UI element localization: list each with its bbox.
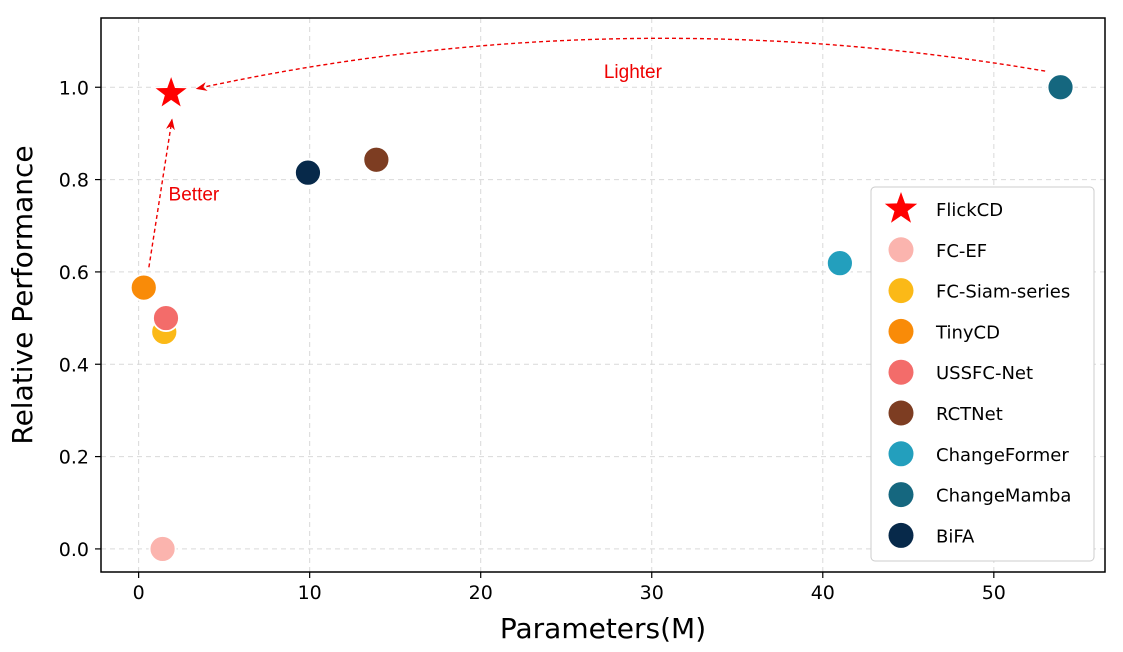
- data-points: [129, 73, 1075, 563]
- annotations: Better Lighter: [148, 37, 1046, 268]
- legend-marker-flickcd: [884, 192, 918, 223]
- legend-label-tinycd: TinyCD: [935, 322, 1000, 343]
- annotation-label-better: Better: [169, 184, 220, 205]
- plot-frame: [100, 17, 1106, 573]
- annotation-arrow-lighter: [195, 37, 1046, 91]
- legend-label-ussfc-net: USSFC-Net: [936, 363, 1033, 384]
- legend-label-flickcd: FlickCD: [936, 200, 1003, 221]
- x-tick-label: 50: [982, 582, 1006, 604]
- data-point-rctnet: [362, 145, 391, 174]
- data-point-bifa: [294, 158, 322, 187]
- annotation-arrow-better: [148, 118, 175, 268]
- x-tick-label: 20: [469, 582, 493, 604]
- y-axis-label: Relative Performance: [6, 145, 39, 444]
- legend-marker-changeformer: [888, 441, 914, 467]
- y-tick-label: 0.0: [59, 539, 89, 561]
- legend-label-rctnet: RCTNet: [936, 404, 1003, 425]
- data-point-fc-ef: [148, 535, 177, 563]
- data-point-flickcd: [152, 73, 190, 110]
- annotation-label-lighter: Lighter: [604, 62, 663, 83]
- legend-marker-bifa: [888, 522, 914, 548]
- x-axis-label: Parameters(M): [500, 612, 706, 645]
- y-tick-label: 0.8: [59, 170, 89, 192]
- legend-marker-fc-siam-series: [888, 278, 914, 304]
- legend-label-fc-siam-series: FC-Siam-series: [936, 282, 1070, 303]
- data-point-tinycd: [129, 273, 158, 302]
- data-point-changemamba: [1046, 73, 1075, 102]
- x-tick-label: 10: [298, 582, 322, 604]
- legend-marker-tinycd: [888, 318, 914, 344]
- legend-label-fc-ef: FC-EF: [936, 241, 987, 262]
- legend-label-bifa: BiFA: [936, 526, 975, 547]
- legend-marker-fc-ef: [888, 237, 914, 263]
- legend-label-changemamba: ChangeMamba: [936, 486, 1071, 507]
- legend-label-changeformer: ChangeFormer: [936, 445, 1069, 466]
- y-tick-label: 0.2: [59, 447, 89, 469]
- y-tick-label: 0.4: [59, 354, 89, 376]
- legend-marker-ussfc-net: [888, 359, 914, 385]
- y-tick-label: 0.6: [59, 262, 89, 284]
- axis-ticks: 0 10 20 30 40 50 0.0 0.2 0.4 0.6 0.8 1.0: [59, 77, 1006, 604]
- legend: FlickCD FC-EF FC-Siam-series TinyCD USSFC-Ne…: [870, 186, 1095, 562]
- legend-box: [870, 186, 1095, 562]
- data-point-ussfc-net: [152, 304, 180, 332]
- x-tick-label: 40: [811, 582, 835, 604]
- data-point-changeformer: [825, 249, 854, 278]
- legend-marker-rctnet: [888, 400, 914, 426]
- legend-marker-changemamba: [888, 482, 914, 508]
- y-tick-label: 1.0: [59, 77, 89, 99]
- x-tick-label: 0: [133, 582, 145, 604]
- x-tick-label: 30: [640, 582, 664, 604]
